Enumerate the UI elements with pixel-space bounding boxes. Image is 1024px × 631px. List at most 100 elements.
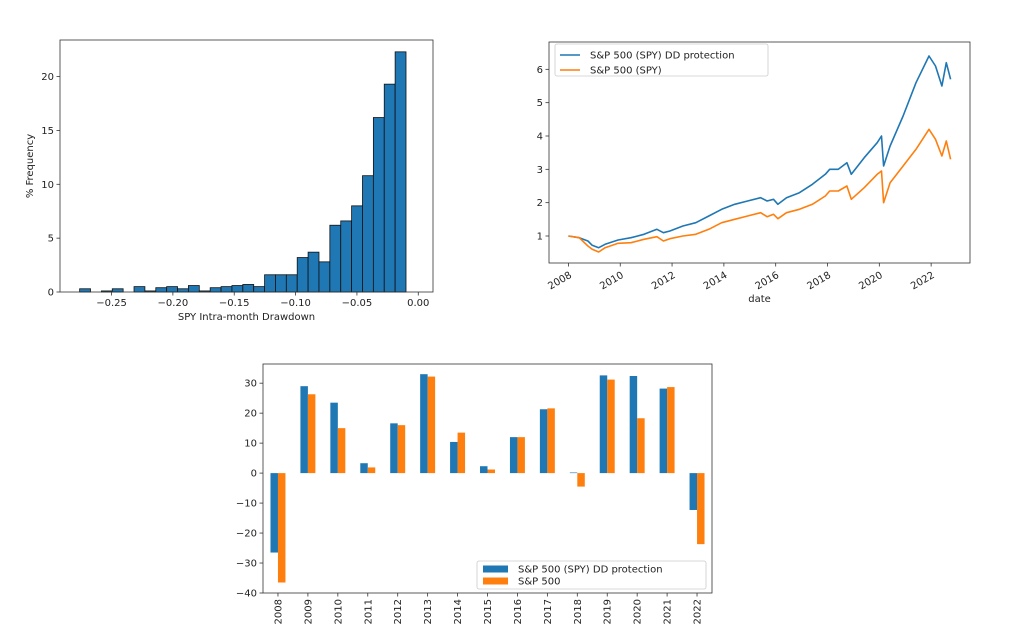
x-axis-label: date <box>748 294 771 305</box>
histogram-bar <box>372 117 385 293</box>
histogram-bar <box>362 175 374 293</box>
x-tick-label: 2009 <box>303 599 314 624</box>
bar-sp500-2012 <box>397 425 406 474</box>
histogram-bar <box>133 286 146 293</box>
y-tick-label: 1 <box>537 232 543 243</box>
x-tick-label: 2017 <box>543 599 554 624</box>
histogram-bar <box>275 274 287 293</box>
bar-dd-protection-2016 <box>509 437 518 474</box>
x-tick-label: 2013 <box>423 599 434 624</box>
histogram-bar <box>383 83 396 293</box>
y-axis-label: % Frequency <box>25 134 36 198</box>
bar-dd-protection-2011 <box>360 463 368 474</box>
bar-dd-protection-2018 <box>569 472 578 474</box>
plot-frame <box>59 39 434 293</box>
series-line-spy <box>568 128 952 253</box>
y-tick-label: 0 <box>251 469 257 480</box>
y-tick-label: 3 <box>537 165 543 176</box>
bar-sp500-2015 <box>487 469 495 474</box>
histogram-bar <box>111 288 124 293</box>
bar-sp500-2021 <box>667 387 675 474</box>
legend-box <box>476 560 707 590</box>
x-tick-label: 2010 <box>333 599 344 624</box>
bar-dd-protection-2012 <box>390 423 398 474</box>
legend-label: S&P 500 (SPY) <box>590 66 662 77</box>
legend-label: S&P 500 <box>518 577 560 588</box>
legend: S&P 500 (SPY) DD protection S&P 500 (SPY) <box>554 43 769 77</box>
y-tick-label: 2 <box>537 198 543 209</box>
histogram-bar <box>285 274 298 293</box>
x-tick-label: 2015 <box>483 599 494 624</box>
x-tick-label: 0.00 <box>407 298 429 309</box>
histogram-bar <box>220 286 233 293</box>
line-chart: 2008 2010 2012 2014 2016 2018 2020 2022 1 2 3 4 5 6 da… <box>537 41 971 305</box>
bar-sp500-2014 <box>457 432 466 474</box>
legend-label: S&P 500 (SPY) DD protection <box>590 51 735 62</box>
plot-frame <box>262 363 713 594</box>
y-tick-label: 15 <box>41 126 54 137</box>
x-tick-label: 2012 <box>393 599 404 624</box>
y-tick-label: −40 <box>236 589 257 600</box>
legend-box <box>554 43 769 77</box>
x-tick-label: 2008 <box>273 599 284 624</box>
annual-returns-bar-chart: 2008 2009 2010 2011 2012 2013 2014 2015 2016 2017… <box>236 363 713 624</box>
bar-sp500-2020 <box>637 418 645 474</box>
y-tick-label: 20 <box>244 409 257 420</box>
y-tick-label: 10 <box>41 180 54 191</box>
x-tick-label: 2020 <box>857 270 885 292</box>
histogram-bar <box>231 285 244 293</box>
y-tick-label: 5 <box>48 234 54 245</box>
y-tick-label: 20 <box>41 72 54 83</box>
x-tick-label: −0.25 <box>96 298 127 309</box>
x-tick-label: 2019 <box>603 599 614 624</box>
x-tick-label: −0.20 <box>158 298 189 309</box>
x-tick-label: 2018 <box>573 599 584 624</box>
bar-sp500-2013 <box>427 376 436 474</box>
histogram-bar <box>340 220 353 293</box>
x-tick-label: 2008 <box>546 270 574 292</box>
bar-dd-protection-2009 <box>300 386 308 474</box>
bar-dd-protection-2019 <box>599 375 608 474</box>
bar-dd-protection-2022 <box>689 473 698 510</box>
bar-dd-protection-2020 <box>629 375 638 474</box>
y-tick-label: −20 <box>236 529 257 540</box>
histogram-bar <box>307 251 320 293</box>
x-tick-label: −0.10 <box>280 298 311 309</box>
bar-sp500-2011 <box>367 467 376 474</box>
histogram-bar <box>209 287 222 293</box>
bar-dd-protection-2008 <box>270 473 278 553</box>
x-tick-label: 2016 <box>754 270 782 292</box>
histogram-bar <box>166 286 178 293</box>
histogram-bar <box>296 257 309 293</box>
y-tick-label: 0 <box>48 288 54 299</box>
bar-dd-protection-2010 <box>330 402 338 474</box>
legend-swatch <box>483 577 508 585</box>
x-tick-label: 2014 <box>702 270 730 292</box>
y-tick-label: −10 <box>236 499 257 510</box>
histogram-chart: −0.25 −0.20 −0.15 −0.10 −0.05 0.00 0 5 10 15 20 SPY… <box>25 39 434 323</box>
histogram-bar <box>188 285 200 293</box>
bar-dd-protection-2017 <box>539 409 548 474</box>
histogram-bar <box>264 274 276 293</box>
histogram-bar <box>318 261 331 293</box>
bar-dd-protection-2014 <box>450 441 458 474</box>
x-tick-label: 2014 <box>453 599 464 624</box>
bar-sp500-2010 <box>337 428 346 474</box>
bar-sp500-2017 <box>547 408 555 474</box>
bar-sp500-2008 <box>277 473 286 583</box>
x-tick-label: 2011 <box>363 599 374 624</box>
histogram-bar <box>253 286 265 293</box>
series-line-dd-protection <box>568 55 952 249</box>
y-tick-label: 5 <box>537 98 543 109</box>
histogram-bar <box>79 288 91 293</box>
plot-frame <box>548 41 971 264</box>
y-tick-label: −30 <box>236 559 257 570</box>
legend-swatch <box>483 565 508 573</box>
x-tick-label: 2022 <box>909 270 937 292</box>
legend-label: S&P 500 (SPY) DD protection <box>518 565 663 576</box>
histogram-bar <box>329 224 342 293</box>
histogram-bar <box>242 284 255 293</box>
y-tick-label: 30 <box>244 379 257 390</box>
